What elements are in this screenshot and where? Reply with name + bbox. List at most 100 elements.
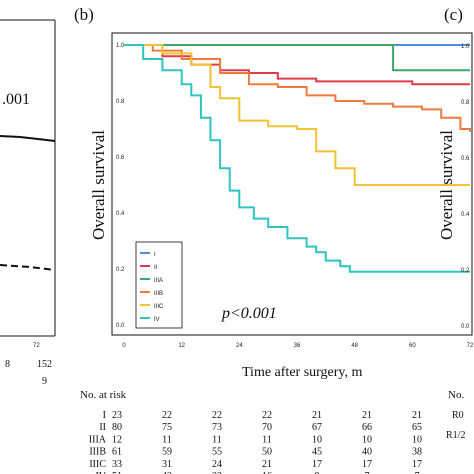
panel-c-y-tick-label: 0.0 — [461, 324, 470, 330]
x-tick-label: 0 — [122, 343, 126, 349]
risk-cell: 50 — [262, 447, 272, 458]
series-line-iiic — [124, 44, 470, 186]
risk-cell: 38 — [412, 447, 422, 458]
panel-c-y-tick-label: 1.0 — [461, 44, 470, 50]
risk-row-label: II — [99, 422, 106, 433]
left-panel: .001 72 8 152 9 — [0, 19, 56, 387]
y-tick-label: 0.8 — [116, 99, 125, 105]
risk-table: I 23 22 22 22 21 21 21 II 80 75 73 70 67 66 65 IIIA 12 11 1… — [89, 410, 422, 474]
risk-cell: 67 — [312, 422, 322, 433]
risk-cell: 66 — [362, 422, 372, 433]
panel-b-label: (b) — [74, 5, 94, 24]
y-tick-label: 0.6 — [116, 155, 125, 161]
risk-cell: 40 — [362, 447, 372, 458]
legend-box — [135, 241, 183, 329]
risk-row-label: IV — [95, 471, 106, 474]
risk-cell: 17 — [412, 459, 422, 470]
legend-label: I — [154, 252, 156, 258]
risk-cell: 55 — [212, 447, 222, 458]
risk-cell: 75 — [162, 422, 172, 433]
panel-c-y-tick-label: 0.4 — [461, 212, 470, 218]
risk-cell: 21 — [312, 410, 322, 421]
risk-cell: 65 — [412, 422, 422, 433]
panel-c-y-tick-label: 0.8 — [461, 100, 470, 106]
risk-cell: 42 — [162, 471, 172, 474]
risk-cell: 7 — [415, 471, 420, 474]
risk-cell: 11 — [262, 434, 272, 445]
series-lines — [124, 44, 471, 273]
y-tick-label: 0.0 — [116, 323, 125, 329]
series-line-iiib — [124, 44, 471, 132]
y-axis-label: Overall survival — [89, 130, 108, 240]
risk-cell: 33 — [112, 459, 122, 470]
risk-cell: 12 — [112, 434, 122, 445]
panel-c-risk-row-label: R1/2 — [446, 430, 465, 441]
risk-row-label: IIIC — [89, 459, 106, 470]
risk-cell: 61 — [112, 447, 122, 458]
risk-cell: 8 — [315, 471, 320, 474]
x-tick-label: 48 — [351, 343, 358, 349]
risk-row-label: IIIB — [89, 447, 106, 458]
x-tick-label: 60 — [409, 343, 416, 349]
risk-cell: 17 — [312, 459, 322, 470]
left-panel-dashed-curve — [0, 264, 56, 271]
risk-cell: 10 — [312, 434, 322, 445]
x-tick-label: 12 — [178, 343, 185, 349]
risk-cell: 21 — [412, 410, 422, 421]
x-tick-label: 36 — [294, 343, 301, 349]
risk-cell: 22 — [262, 410, 272, 421]
left-panel-x-tick: 72 — [33, 343, 40, 349]
y-tick-label: 0.2 — [116, 267, 125, 273]
y-tick-label: 0.4 — [116, 211, 125, 217]
risk-cell: 17 — [362, 459, 372, 470]
p-value-annotation: p<0.001 — [221, 305, 277, 322]
risk-cell: 31 — [162, 459, 172, 470]
x-axis-ticks: 0 12 24 36 48 60 72 — [122, 343, 474, 349]
panel-c-y-axis-label: Overall survival — [437, 130, 456, 240]
legend-label: II — [154, 265, 158, 271]
risk-cell: 21 — [262, 459, 272, 470]
risk-cell: 22 — [162, 410, 172, 421]
legend-label: IIIC — [154, 304, 164, 310]
risk-row-label: IIIA — [89, 434, 107, 445]
panel-c-y-ticks: 1.0 0.8 0.6 0.4 0.2 0.0 — [461, 44, 470, 330]
risk-cell: 24 — [212, 459, 222, 470]
panel-b: (b) 0.0 0.2 0.4 0.6 0.8 1.0 0 12 24 36 48 60 72 Ove… — [74, 5, 474, 474]
risk-cell: 22 — [212, 410, 222, 421]
risk-cell: 59 — [162, 447, 172, 458]
y-tick-label: 1.0 — [116, 43, 125, 49]
left-panel-solid-curve — [0, 135, 56, 142]
risk-cell: 7 — [365, 471, 370, 474]
risk-cell: 16 — [262, 471, 272, 474]
risk-cell: 51 — [112, 471, 122, 474]
plot-area-frame — [111, 32, 473, 336]
left-panel-risk-cell: 152 — [37, 359, 52, 370]
x-tick-label: 24 — [236, 343, 243, 349]
risk-cell: 70 — [262, 422, 272, 433]
x-axis-label: Time after surgery, m — [242, 365, 363, 380]
panel-c-risk-row-label: R0 — [452, 410, 464, 421]
legend-label: IIIA — [154, 278, 163, 284]
series-line-iv — [124, 44, 470, 273]
panel-c-risk-header: No. — [448, 389, 464, 401]
panel-c: (c) Overall survival 1.00.80.60.40.20.0 … — [437, 5, 470, 441]
risk-cell: 10 — [362, 434, 372, 445]
legend-label: IV — [154, 317, 160, 323]
panel-c-label: (c) — [444, 5, 463, 24]
y-axis-ticks: 0.0 0.2 0.4 0.6 0.8 1.0 — [116, 43, 125, 329]
legend-label: IIIB — [154, 291, 163, 297]
risk-cell: 10 — [412, 434, 422, 445]
left-panel-risk-cell: 8 — [5, 359, 10, 370]
panel-c-y-tick-label: 0.6 — [461, 156, 470, 162]
x-tick-label: 72 — [467, 343, 474, 349]
risk-table-header: No. at risk — [80, 389, 127, 401]
risk-cell: 23 — [112, 410, 122, 421]
risk-row-label: I — [103, 410, 106, 421]
risk-cell: 73 — [212, 422, 222, 433]
risk-cell: 80 — [112, 422, 122, 433]
risk-cell: 23 — [212, 471, 222, 474]
series-line-iiia — [124, 44, 470, 72]
risk-cell: 21 — [362, 410, 372, 421]
